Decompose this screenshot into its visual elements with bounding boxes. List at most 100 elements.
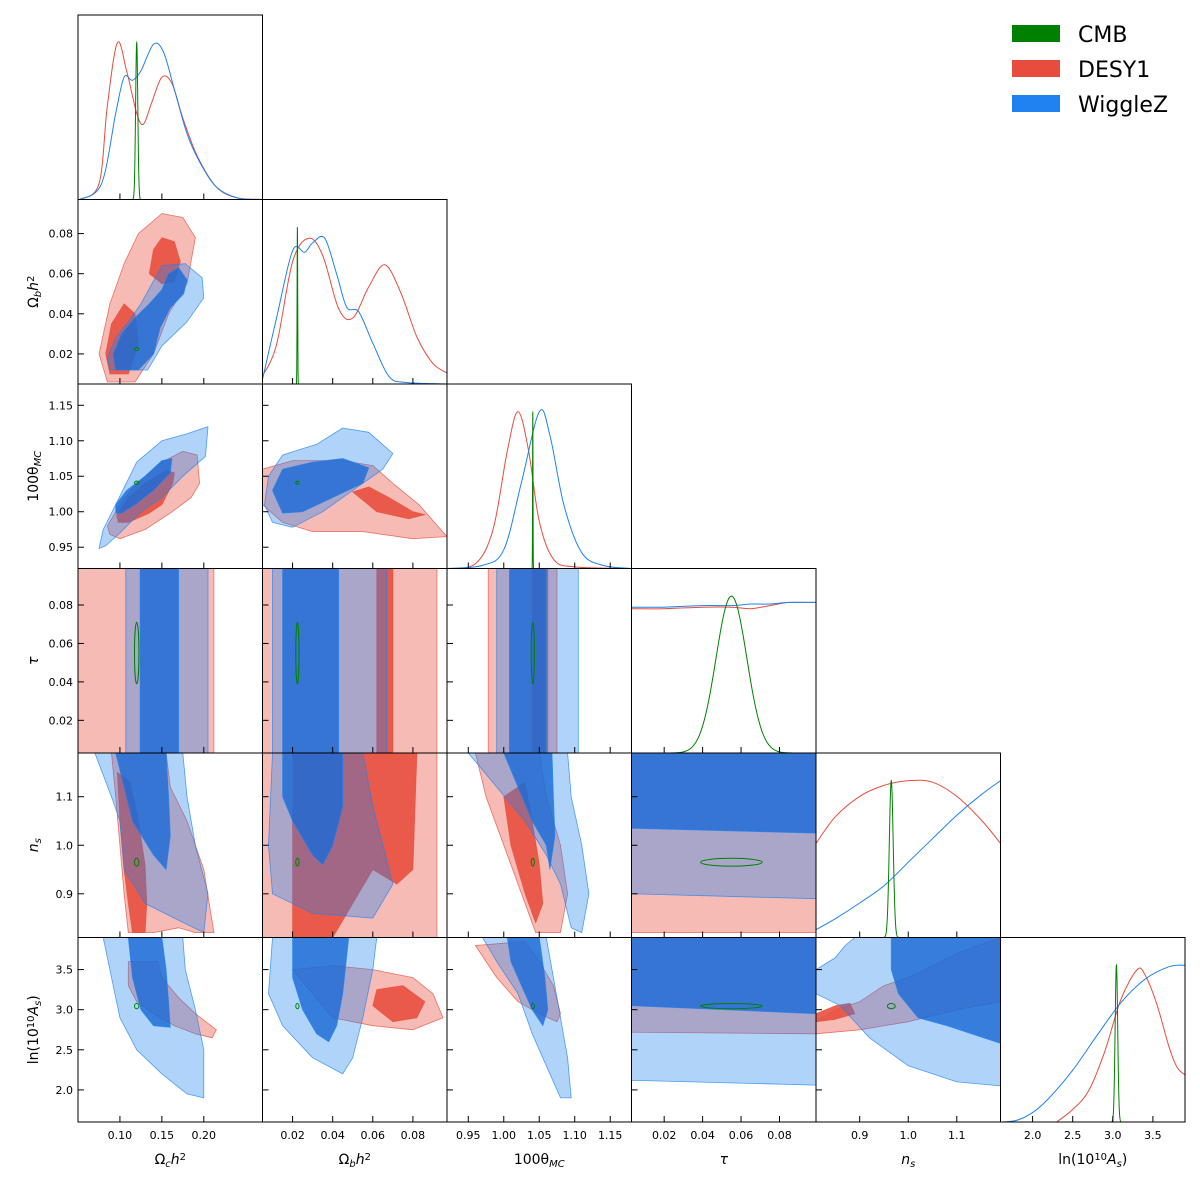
panel-frame-5-5: [1000, 937, 1186, 1123]
contour-wigglez-95: [482, 937, 572, 1099]
contour-cmb: [530, 857, 535, 867]
contour-cmb: [134, 621, 140, 685]
contour-panel-omch2-logA: [102, 937, 217, 1099]
contour-cmb: [530, 1003, 535, 1010]
legend-label-cmb: CMB: [1078, 23, 1127, 48]
y-tick-label: 2.0: [56, 1084, 74, 1097]
contour-cmb: [700, 857, 763, 867]
contour-wigglez-68: [127, 937, 171, 1028]
x-tick-label: 2.0: [1024, 1129, 1042, 1142]
axis-label-ombh2: Ωbh2: [26, 276, 44, 308]
y-tick-label: 1.00: [49, 506, 74, 519]
marginal-desy1: [262, 237, 447, 377]
y-tick-label: 0.95: [49, 541, 74, 554]
y-tick-label: 1.10: [49, 435, 74, 448]
axis-label-ns: ns: [901, 1152, 915, 1170]
marginal-cmb: [1108, 963, 1125, 1122]
x-tick-label: 0.15: [150, 1129, 175, 1142]
marginal-desy1: [1056, 967, 1185, 1122]
x-tick-label: 2.5: [1064, 1129, 1082, 1142]
contour-wigglez-68: [115, 458, 173, 514]
contour-panel-theta-logA: [475, 937, 572, 1099]
contour-cmb: [134, 347, 140, 352]
contour-panel-ombh2-logA: [268, 937, 444, 1075]
axis-label-ns: ns: [26, 838, 44, 852]
x-tick-label: 0.08: [767, 1129, 792, 1142]
contour-wigglez-68: [503, 753, 556, 870]
marginal-panel-logA: [1000, 963, 1185, 1122]
contour-wigglez-68: [631, 937, 816, 1015]
axis-label-theta: 100θMC: [514, 1152, 565, 1170]
contour-cmb: [295, 1003, 300, 1010]
x-tick-label: 0.10: [108, 1129, 133, 1142]
x-tick-label: 0.02: [280, 1129, 305, 1142]
y-tick-label: 0.9: [56, 888, 74, 901]
x-tick-label: 0.9: [851, 1129, 869, 1142]
axis-label-logA: ln(1010As): [1058, 1152, 1127, 1170]
contour-cmb: [295, 621, 300, 685]
contour-panel-omch2-theta: [98, 426, 209, 549]
contour-panel-ombh2-tau: [262, 568, 438, 753]
legend: CMB DESY1 WiggleZ: [1012, 23, 1168, 118]
x-tick-label: 1.1: [948, 1129, 966, 1142]
marginal-desy1: [447, 411, 632, 569]
y-tick-label: 1.05: [49, 470, 74, 483]
contour-panel-omch2-tau: [78, 568, 215, 753]
marginal-cmb: [879, 779, 903, 938]
x-tick-label: 0.95: [456, 1129, 481, 1142]
x-tick-label: 0.04: [690, 1129, 715, 1142]
y-tick-label: 3.5: [56, 964, 74, 977]
y-tick-label: 0.08: [49, 228, 74, 241]
contour-wigglez-68: [272, 458, 370, 514]
y-tick-label: 0.06: [49, 638, 74, 651]
contour-wigglez-95: [467, 753, 590, 933]
legend-swatch-desy1: [1012, 60, 1060, 77]
x-tick-label: 0.02: [652, 1129, 677, 1142]
axis-label-logA: ln(1010As): [26, 995, 44, 1064]
marginal-panel-theta: [447, 409, 632, 569]
marginal-wigglez: [79, 42, 263, 200]
panel-frame-1-1: [262, 199, 448, 385]
marginal-cmb: [639, 595, 816, 753]
marginal-wigglez: [262, 235, 447, 384]
marginal-wigglez: [447, 409, 632, 569]
x-tick-label: 0.06: [729, 1129, 754, 1142]
contour-desy1-68: [352, 486, 426, 520]
x-tick-label: 1.0: [900, 1129, 918, 1142]
x-tick-label: 1.15: [598, 1129, 623, 1142]
contour-wigglez-68: [631, 753, 816, 834]
contour-wigglez-68: [282, 568, 340, 753]
contour-wigglez-68: [112, 267, 188, 371]
y-tick-label: 1.1: [56, 791, 74, 804]
contour-wigglez-68: [139, 568, 179, 753]
contour-wigglez-68: [115, 753, 171, 870]
x-tick-label: 0.08: [401, 1129, 426, 1142]
axis-label-ombh2: Ωbh2: [339, 1152, 371, 1170]
y-tick-label: 0.02: [49, 714, 74, 727]
marginal-panel-ombh2: [262, 227, 447, 384]
contour-panel-theta-ns: [467, 753, 590, 933]
contour-panel-omch2-ns: [94, 753, 215, 933]
contour-panel-theta-tau: [487, 568, 579, 753]
y-tick-label: 1.0: [56, 839, 74, 852]
contour-cmb: [134, 480, 140, 485]
marginal-panel-ns: [816, 779, 1001, 938]
x-tick-label: 3.5: [1144, 1129, 1162, 1142]
contour-cmb: [295, 480, 300, 485]
y-tick-label: 0.08: [49, 599, 74, 612]
contour-panel-tau-logA: [631, 937, 816, 1086]
y-tick-label: 2.5: [56, 1044, 74, 1057]
contour-cmb: [886, 1003, 896, 1010]
tick-labels: 0.10 0.15 0.20 0.02 0.04 0.06 0.08 0.95 1.00 1.05…: [26, 228, 1162, 1170]
marginal-panel-omch2: [79, 40, 263, 200]
y-tick-label: 0.06: [49, 268, 74, 281]
x-tick-label: 1.00: [492, 1129, 517, 1142]
contour-wigglez-68: [506, 937, 549, 1027]
contour-wigglez-68: [509, 568, 547, 753]
axis-label-omch2: Ωch2: [155, 1152, 186, 1170]
axis-label-tau: τ: [26, 656, 42, 665]
legend-swatch-cmb: [1012, 25, 1060, 42]
legend-swatch-wigglez: [1012, 95, 1060, 112]
contour-desy1-68: [376, 568, 394, 753]
